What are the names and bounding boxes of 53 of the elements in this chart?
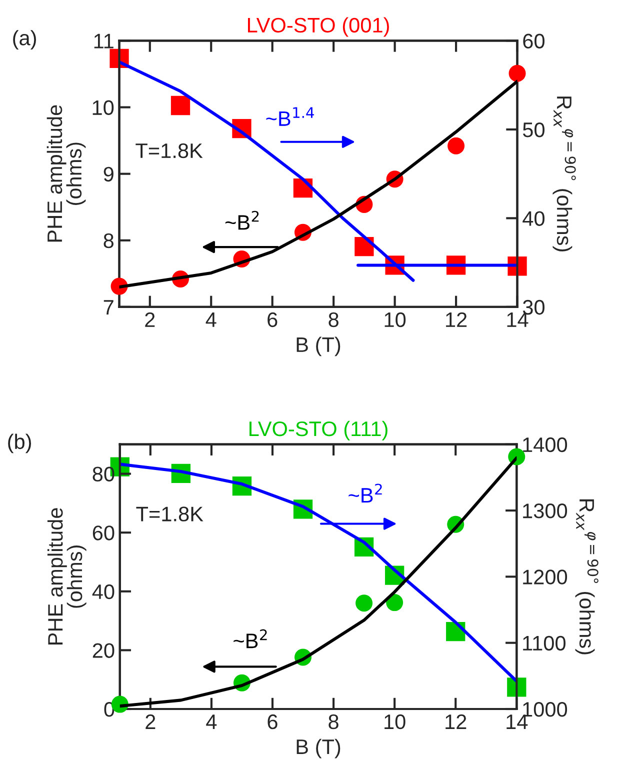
- y2-tick-label: 1000: [523, 702, 568, 717]
- x-tick-label: 14: [506, 714, 528, 729]
- annotation: ~B$^{2}$: [225, 210, 259, 230]
- x-tick-label: 6: [268, 714, 278, 730]
- chart-title: LVO-STO (001): [248, 17, 389, 37]
- point: [448, 137, 465, 154]
- y2-tick-label: 30: [522, 300, 544, 315]
- x-axis-title: B (T): [296, 738, 340, 758]
- x-axis-title: B (T): [296, 336, 340, 356]
- y2-axis-title: R$_{xx}$$^{φ=90°}$ (ohms): [575, 499, 598, 654]
- x-tick-label: 10: [384, 312, 406, 328]
- y-axis-title: PHE amplitude (ohms): [47, 508, 86, 644]
- x-tick-label: 4: [206, 714, 217, 729]
- annotation: ~B$^{2}$: [234, 629, 267, 648]
- point: [170, 96, 190, 116]
- y-tick-label: 10: [92, 100, 114, 116]
- annotation: T=1.8K: [136, 143, 203, 158]
- y2-tick-label: 1100: [523, 636, 566, 651]
- annotation: T=1.8K: [136, 506, 204, 522]
- y-tick-label: 7: [104, 300, 114, 314]
- y-tick-label: 9: [104, 166, 114, 182]
- y2-tick-label: 60: [523, 34, 544, 48]
- point: [386, 594, 404, 612]
- chart-title: LVO-STO (111): [250, 420, 388, 440]
- y-tick-label: 8: [104, 233, 114, 248]
- y-tick-label: 20: [92, 643, 114, 658]
- annotation: ~B$^{1.4}$: [266, 107, 314, 126]
- x-tick-label: 2: [145, 312, 155, 327]
- y2-tick-label: 1400: [523, 437, 568, 452]
- text: (a): [13, 30, 36, 50]
- x-tick-label: 12: [446, 714, 466, 729]
- y2-tick-label: 1200: [523, 570, 568, 584]
- y-axis-title: PHE amplitude (ohms): [46, 105, 86, 242]
- y-tick-label: 60: [92, 526, 114, 540]
- y-tick-label: 80: [92, 466, 114, 482]
- annotation: ~B$^{2}$: [348, 484, 382, 503]
- x-tick-label: 8: [328, 714, 338, 730]
- x-tick-label: 4: [206, 312, 216, 327]
- y-tick-label: 40: [92, 584, 114, 600]
- x-tick-label: 8: [328, 312, 338, 328]
- y2-axis-title: R$_{xx}$$^{φ=90°}$ (ohms): [552, 96, 576, 252]
- y2-tick-label: 50: [522, 122, 544, 138]
- x-tick-label: 12: [446, 312, 467, 327]
- point: [508, 64, 526, 82]
- y2-tick-label: 1300: [523, 504, 568, 518]
- y-tick-label: 11: [94, 34, 114, 48]
- x-tick-label: 14: [507, 312, 528, 327]
- y2-tick-label: 40: [522, 211, 544, 226]
- x-tick-label: 2: [146, 714, 156, 729]
- point: [356, 594, 373, 612]
- x-tick-label: 6: [268, 312, 278, 328]
- x-tick-label: 10: [384, 714, 406, 730]
- text: (b): [8, 434, 31, 454]
